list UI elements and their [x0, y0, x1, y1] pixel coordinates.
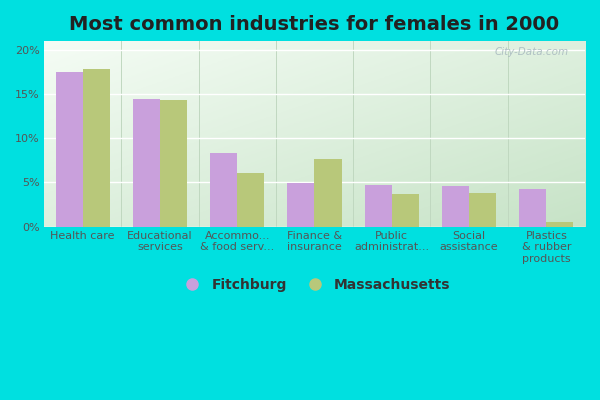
Bar — [547, 222, 574, 226]
Bar — [56, 72, 83, 226]
Bar — [469, 193, 496, 226]
Bar — [210, 153, 237, 226]
Bar — [287, 183, 314, 226]
Title: Most common industries for females in 2000: Most common industries for females in 20… — [70, 15, 560, 34]
Bar — [160, 100, 187, 226]
Bar — [365, 185, 392, 226]
Legend: Fitchburg, Massachusetts: Fitchburg, Massachusetts — [173, 272, 456, 298]
Bar — [237, 173, 264, 226]
Text: City-Data.com: City-Data.com — [494, 47, 569, 57]
Bar — [133, 100, 160, 226]
Bar — [442, 186, 469, 226]
Bar — [314, 158, 341, 226]
Bar — [392, 194, 419, 226]
Bar — [83, 69, 110, 226]
Bar — [519, 190, 547, 226]
